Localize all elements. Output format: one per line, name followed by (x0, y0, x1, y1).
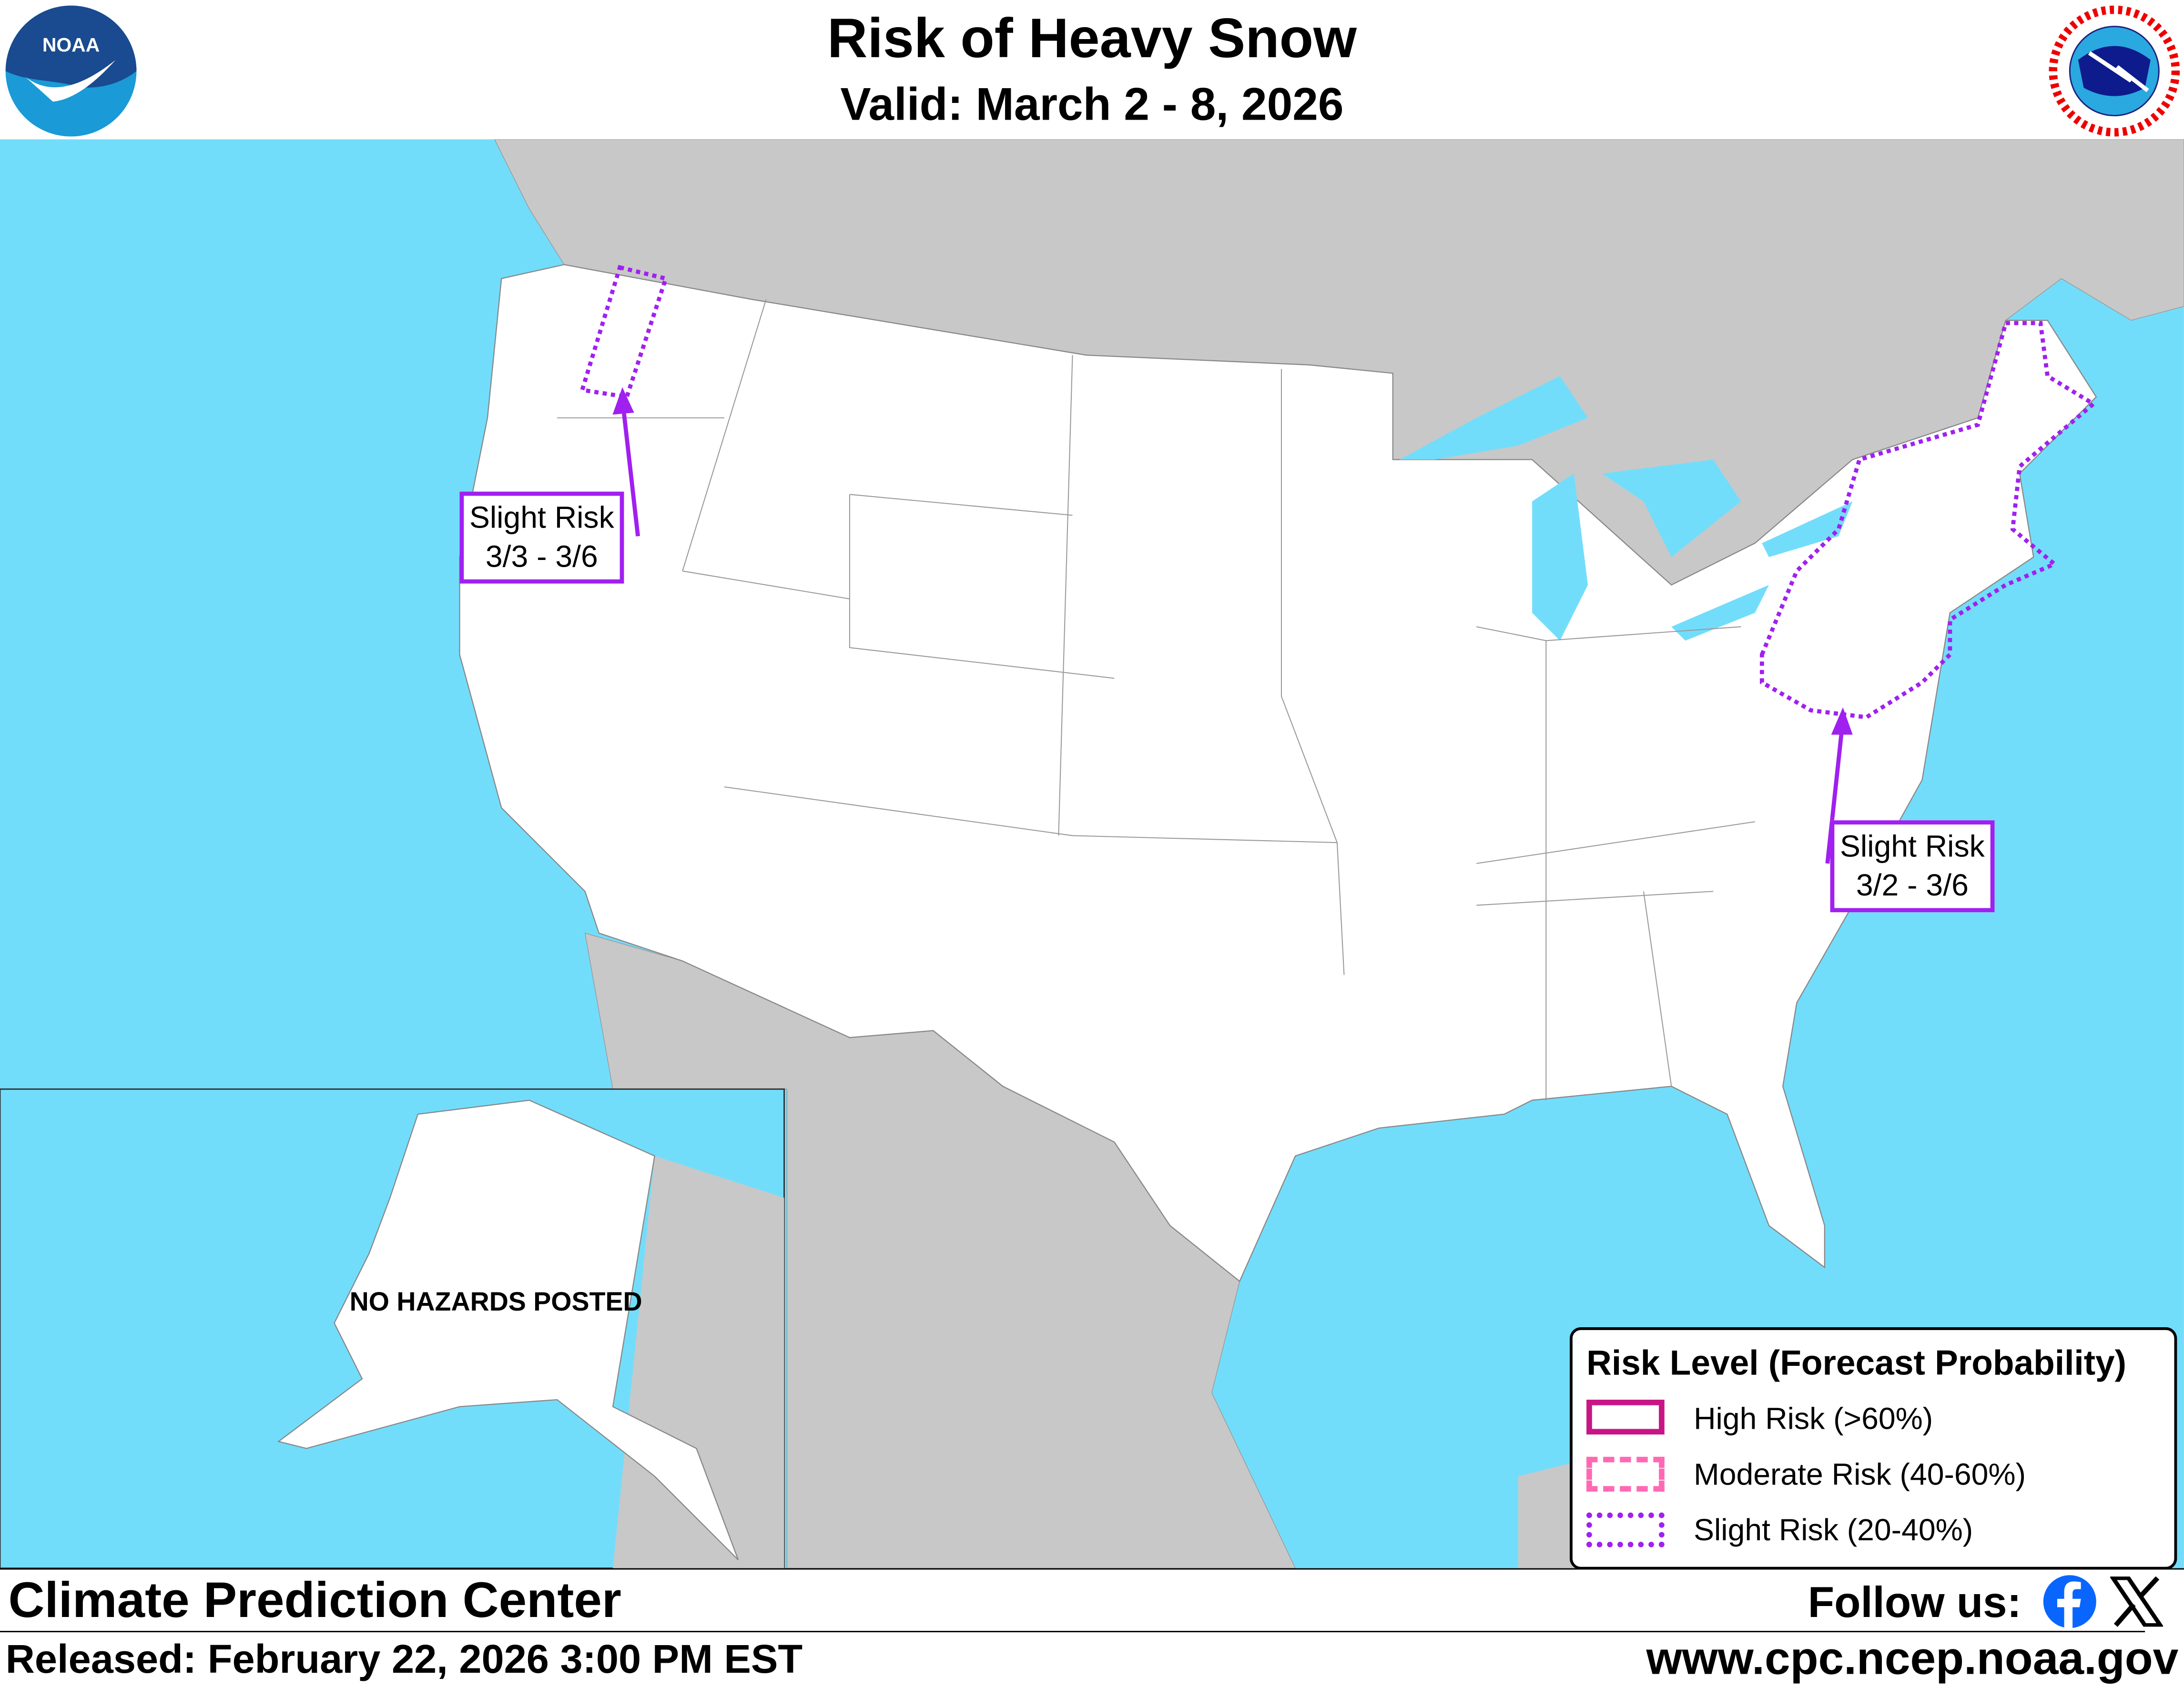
legend-high-risk: High Risk (>60%) (1694, 1401, 1933, 1436)
callout-northeast: Slight Risk 3/2 - 3/6 (1830, 820, 1995, 913)
cuba-region (1518, 1462, 1574, 1568)
website-link[interactable]: www.cpc.ncep.noaa.gov (1646, 1632, 2179, 1684)
callout-risk-label: Slight Risk (1840, 828, 1985, 864)
facebook-icon[interactable] (2042, 1574, 2098, 1630)
callout-risk-label: Slight Risk (469, 500, 614, 535)
slight-risk-area-northeast (1759, 321, 2097, 720)
great-lakes (1400, 376, 1853, 641)
valid-dates: Valid: March 2 - 8, 2026 (840, 78, 1344, 130)
legend-slight-risk: Slight Risk (20-40%) (1694, 1512, 1973, 1547)
moderate-risk-swatch (1586, 1456, 1665, 1492)
x-icon[interactable] (2110, 1576, 2164, 1627)
footer-divider (0, 1631, 2145, 1633)
map-title: Risk of Heavy Snow (827, 8, 1357, 70)
slight-risk-swatch (1586, 1512, 1665, 1547)
organization-name: Climate Prediction Center (8, 1571, 621, 1628)
callout-northwest: Slight Risk 3/3 - 3/6 (459, 491, 624, 584)
alaska-no-hazards-label: NO HAZARDS POSTED (349, 1288, 642, 1318)
map-bottom-border (0, 1568, 2184, 1570)
conus (459, 264, 2097, 1282)
slight-risk-areas (579, 264, 2097, 720)
callout-pointers (612, 387, 1853, 864)
alaska-inset (0, 1088, 785, 1568)
noaa-logo: NOAA (5, 5, 137, 137)
legend: Risk Level (Forecast Probability) High R… (1569, 1327, 2177, 1570)
legend-title: Risk Level (Forecast Probability) (1586, 1344, 2127, 1383)
slight-risk-area-northwest (579, 264, 669, 399)
follow-us-label: Follow us: (1808, 1578, 2021, 1627)
release-date: Released: February 22, 2026 3:00 PM EST (5, 1637, 803, 1683)
high-risk-swatch (1586, 1400, 1665, 1435)
nws-logo (2049, 5, 2180, 137)
svg-text:NOAA: NOAA (42, 34, 100, 56)
callout-date-range: 3/2 - 3/6 (1856, 867, 1969, 903)
callout-date-range: 3/3 - 3/6 (485, 539, 598, 574)
state-borders (557, 299, 1755, 1100)
legend-moderate-risk: Moderate Risk (40-60%) (1694, 1456, 2026, 1492)
